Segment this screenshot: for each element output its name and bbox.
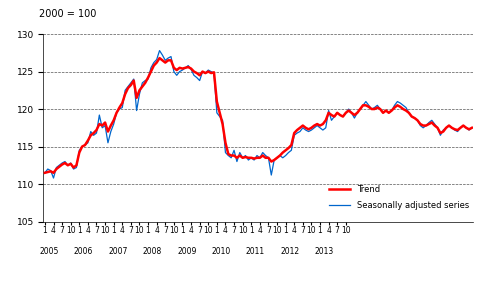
Line: Seasonally adjusted series: Seasonally adjusted series	[45, 51, 472, 178]
Trend	[285, 146, 291, 150]
Seasonally adjusted series	[188, 68, 194, 71]
Seasonally adjusted series	[400, 104, 406, 107]
Text: 2011: 2011	[246, 247, 265, 256]
Trend	[185, 65, 191, 69]
Seasonally adjusted series	[156, 49, 162, 52]
Text: 2010: 2010	[212, 247, 231, 256]
Line: Trend: Trend	[45, 58, 472, 173]
Seasonally adjusted series	[288, 149, 294, 152]
Seasonally adjusted series	[217, 115, 223, 118]
Text: 2013: 2013	[315, 247, 334, 256]
Seasonally adjusted series	[271, 158, 277, 162]
Text: 2005: 2005	[40, 247, 59, 256]
Trend	[42, 171, 48, 174]
Trend	[398, 105, 403, 108]
Trend	[469, 126, 475, 130]
Seasonally adjusted series	[51, 176, 57, 180]
Seasonally adjusted series	[343, 111, 349, 114]
Text: 2012: 2012	[280, 247, 299, 256]
Seasonally adjusted series	[469, 126, 475, 130]
Text: 2008: 2008	[143, 247, 162, 256]
Trend	[214, 100, 220, 103]
Trend	[156, 56, 162, 60]
Text: 2000 = 100: 2000 = 100	[39, 9, 97, 19]
Text: 2007: 2007	[108, 247, 128, 256]
Trend	[340, 115, 346, 118]
Text: 2009: 2009	[177, 247, 197, 256]
Legend: Trend, Seasonally adjusted series: Trend, Seasonally adjusted series	[329, 185, 469, 210]
Trend	[269, 160, 274, 163]
Text: 2006: 2006	[74, 247, 93, 256]
Seasonally adjusted series	[42, 171, 48, 174]
